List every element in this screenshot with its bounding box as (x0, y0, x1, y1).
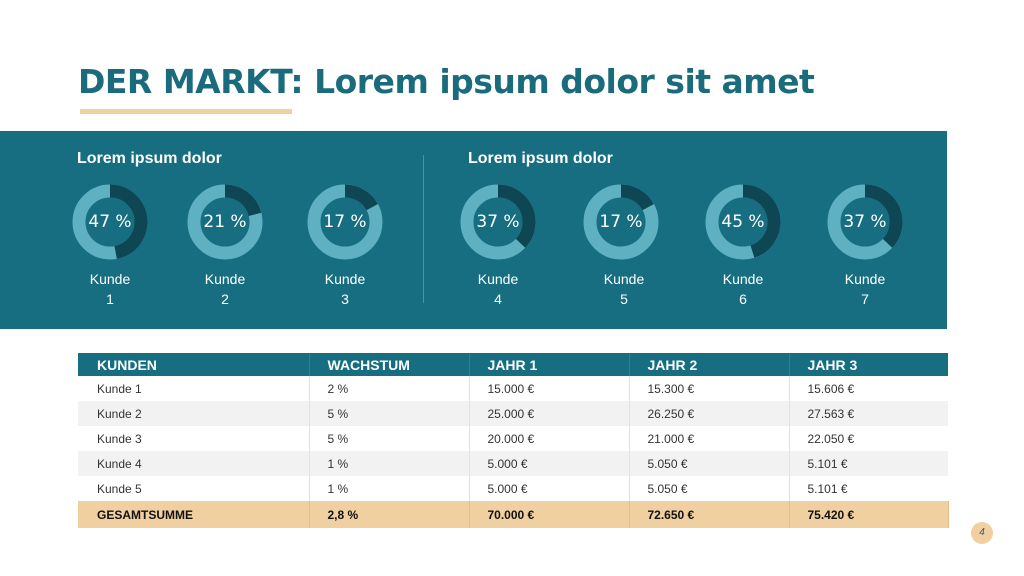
title-underline (80, 109, 292, 114)
donut-chart-kunde-3: 17 % (307, 184, 383, 260)
donut-label-number: 6 (739, 291, 747, 307)
donut-label-number: 7 (861, 291, 869, 307)
donut-percent: 37 % (843, 212, 887, 232)
donut-ring (460, 184, 536, 260)
donut-label-kunde-3: Kunde 3 (307, 269, 383, 309)
donut-chart-kunde-5: 17 % (583, 184, 659, 260)
cell-kunde: Kunde 2 (78, 401, 310, 426)
group-title-right: Lorem ipsum dolor (468, 150, 613, 167)
donut-chart-kunde-4: 37 % (460, 184, 536, 260)
donut-label-kunde-5: Kunde 5 (586, 269, 662, 309)
donut-value-arc (583, 184, 659, 260)
donut-label-kunde-1: Kunde 1 (72, 269, 148, 309)
donut-label-line: Kunde (844, 271, 886, 287)
group-title-left: Lorem ipsum dolor (77, 150, 222, 167)
donut-chart-kunde-7: 37 % (827, 184, 903, 260)
total-jahr-2: 72.650 € (629, 501, 790, 528)
donut-ring (72, 184, 148, 260)
donut-label-kunde-2: Kunde 2 (187, 269, 263, 309)
cell-jahr-1: 5.000 € (469, 451, 630, 476)
table-total-row: GESAMTSUMME 2,8 % 70.000 € 72.650 € 75.4… (78, 501, 949, 528)
donut-percent: 21 % (203, 212, 247, 232)
column-header-jahr-1: JAHR 1 (469, 353, 630, 376)
donut-label-number: 2 (221, 291, 229, 307)
donut-label-line: Kunde (89, 271, 131, 287)
donut-label-line: Kunde (324, 271, 366, 287)
growth-table: KUNDEN WACHSTUM JAHR 1 JAHR 2 JAHR 3 Kun… (78, 353, 949, 528)
table-row: Kunde 4 1 % 5.000 € 5.050 € 5.101 € (78, 451, 948, 476)
donut-label-kunde-6: Kunde 6 (705, 269, 781, 309)
cell-wachstum: 1 % (309, 476, 470, 501)
donut-value-arc (72, 184, 148, 260)
donut-label-line: Kunde (477, 271, 519, 287)
column-header-jahr-2: JAHR 2 (629, 353, 790, 376)
donut-value-arc (307, 184, 383, 260)
cell-kunde: Kunde 4 (78, 451, 310, 476)
table-row: Kunde 2 5 % 25.000 € 26.250 € 27.563 € (78, 401, 948, 426)
donut-percent: 47 % (88, 212, 132, 232)
cell-wachstum: 5 % (309, 401, 470, 426)
group-divider (423, 155, 424, 303)
cell-jahr-2: 15.300 € (629, 376, 790, 401)
donut-label-number: 4 (494, 291, 502, 307)
donut-percent: 37 % (476, 212, 520, 232)
cell-jahr-1: 15.000 € (469, 376, 630, 401)
donut-label-line: Kunde (603, 271, 645, 287)
table-row: Kunde 1 2 % 15.000 € 15.300 € 15.606 € (78, 376, 948, 401)
cell-jahr-3: 22.050 € (807, 431, 855, 446)
table-header-row: KUNDEN WACHSTUM JAHR 1 JAHR 2 JAHR 3 (78, 353, 948, 376)
cell-jahr-2: 26.250 € (629, 401, 790, 426)
donut-chart-kunde-2: 21 % (187, 184, 263, 260)
donut-value-arc (187, 184, 263, 260)
donut-label-kunde-4: Kunde 4 (460, 269, 536, 309)
donut-chart-kunde-1: 47 % (72, 184, 148, 260)
donut-ring (827, 184, 903, 260)
cell-jahr-3: 5.101 € (789, 451, 948, 476)
donut-value-arc (460, 184, 536, 260)
total-jahr-1: 70.000 € (469, 501, 630, 528)
cell-wachstum: 1 % (309, 451, 470, 476)
column-header-kunden: KUNDEN (78, 353, 310, 376)
cell-jahr-2: 21.000 € (629, 426, 790, 451)
donut-ring (187, 184, 263, 260)
donut-percent: 17 % (599, 212, 643, 232)
column-header-wachstum: WACHSTUM (309, 353, 470, 376)
cell-jahr-2: 5.050 € (629, 451, 790, 476)
total-wachstum: 2,8 % (309, 501, 470, 528)
donut-value-arc (705, 184, 781, 260)
donut-chart-kunde-6: 45 % (705, 184, 781, 260)
page-title: DER MARKT: Lorem ipsum dolor sit amet (78, 62, 815, 101)
total-label: GESAMTSUMME (78, 501, 310, 528)
cell-kunde: Kunde 3 (78, 426, 310, 451)
cell-wachstum: 2 % (309, 376, 470, 401)
donut-ring (307, 184, 383, 260)
donut-percent: 17 % (323, 212, 367, 232)
donut-ring (705, 184, 781, 260)
table-row: Kunde 3 5 % 20.000 € 21.000 € 22.050 € (78, 426, 948, 451)
page-number-badge: 4 (971, 522, 993, 544)
donut-label-number: 5 (620, 291, 628, 307)
column-header-jahr-3: JAHR 3 (789, 353, 948, 376)
cell-jahr-3: 15.606 € (807, 381, 855, 396)
cell-jahr-1: 20.000 € (469, 426, 630, 451)
cell-wachstum: 5 % (309, 426, 470, 451)
donut-label-number: 1 (106, 291, 114, 307)
donut-ring (583, 184, 659, 260)
cell-jahr-1: 5.000 € (469, 476, 630, 501)
donut-label-kunde-7: Kunde 7 (827, 269, 903, 309)
table-row: Kunde 5 1 % 5.000 € 5.050 € 5.101 € (78, 476, 948, 501)
donut-percent: 45 % (721, 212, 765, 232)
total-jahr-3: 75.420 € (789, 501, 949, 528)
donut-label-line: Kunde (204, 271, 246, 287)
cell-jahr-2: 5.050 € (629, 476, 790, 501)
donut-label-number: 3 (341, 291, 349, 307)
donut-value-arc (827, 184, 903, 260)
cell-kunde: Kunde 1 (78, 376, 310, 401)
cell-kunde: Kunde 5 (78, 476, 310, 501)
cell-jahr-3: 27.563 € (789, 401, 948, 426)
cell-jahr-3: 5.101 € (807, 481, 848, 496)
cell-jahr-1: 25.000 € (469, 401, 630, 426)
donut-label-line: Kunde (722, 271, 764, 287)
